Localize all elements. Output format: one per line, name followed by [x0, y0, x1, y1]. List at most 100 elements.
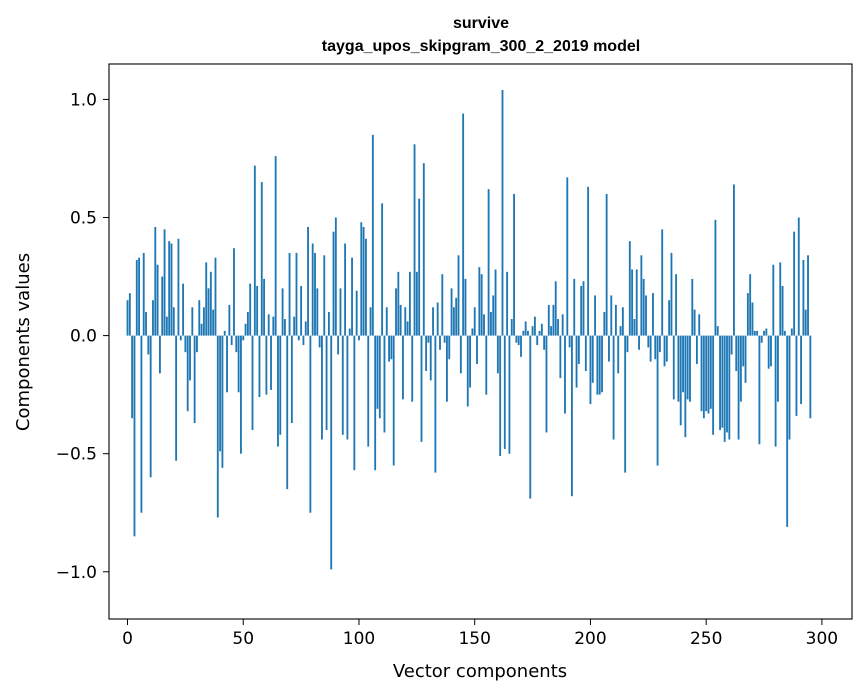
bar-41 [221, 335, 224, 468]
bar-282 [779, 262, 782, 336]
bar-89 [332, 231, 335, 336]
bar-241 [684, 335, 687, 438]
bar-32 [200, 323, 203, 336]
bar-152 [478, 267, 481, 336]
bar-22 [177, 238, 180, 336]
bar-130 [427, 335, 430, 343]
y-tick-label: 0.5 [70, 209, 97, 229]
bar-2 [131, 335, 134, 419]
bar-179 [540, 323, 543, 336]
bar-281 [777, 335, 779, 402]
bar-48 [237, 335, 240, 393]
bar-264 [737, 335, 740, 440]
bar-124 [413, 144, 416, 336]
bar-3 [133, 335, 136, 537]
bar-58 [260, 182, 263, 336]
bar-49 [240, 335, 242, 454]
bar-267 [744, 335, 747, 383]
bar-158 [492, 295, 495, 336]
bar-226 [649, 335, 652, 362]
bar-235 [670, 252, 673, 336]
bar-21 [175, 335, 178, 461]
bar-287 [790, 328, 793, 336]
bar-176 [533, 316, 536, 336]
bar-68 [283, 319, 286, 336]
bar-286 [788, 335, 791, 440]
bar-126 [418, 198, 421, 336]
bar-26 [186, 335, 189, 412]
bar-118 [399, 304, 402, 336]
bar-24 [182, 283, 184, 336]
bar-23 [179, 335, 182, 341]
bar-125 [415, 271, 418, 336]
bar-212 [617, 335, 620, 374]
bar-8 [145, 311, 147, 336]
bar-0 [126, 300, 129, 336]
bar-260 [728, 335, 731, 440]
bar-182 [547, 304, 550, 336]
bar-166 [510, 319, 513, 336]
bar-224 [645, 295, 647, 336]
bar-75 [300, 286, 303, 336]
bar-151 [476, 335, 478, 364]
bar-197 [582, 281, 585, 336]
bar-27 [189, 335, 191, 381]
x-tick-label: 300 [806, 629, 838, 649]
bar-156 [487, 189, 490, 336]
bar-222 [640, 255, 643, 336]
bar-15 [161, 276, 164, 336]
bar-200 [589, 335, 592, 405]
bar-99 [355, 290, 358, 336]
bar-178 [538, 330, 541, 336]
bar-90 [334, 217, 337, 336]
bar-29 [193, 335, 196, 423]
bar-203 [596, 335, 599, 395]
bar-136 [441, 274, 444, 336]
bar-290 [797, 217, 800, 336]
bar-132 [432, 307, 434, 336]
bar-208 [608, 335, 610, 362]
bar-268 [746, 293, 749, 336]
bar-108 [376, 335, 379, 409]
bar-92 [339, 288, 342, 336]
y-axis-label: Components values [13, 253, 34, 431]
bar-31 [198, 300, 201, 336]
x-axis-ticks: 0 50 100 150 200 250 300 [122, 619, 838, 649]
bar-139 [448, 335, 451, 360]
chart-subtitle: tayga_upos_skipgram_300_2_2019 model [322, 38, 640, 55]
bar-231 [661, 229, 664, 336]
bar-204 [598, 335, 601, 395]
bar-253 [712, 335, 715, 435]
bar-172 [524, 321, 527, 336]
bar-191 [568, 335, 571, 348]
bar-4 [135, 260, 138, 336]
bar-6 [140, 335, 143, 513]
bar-78 [307, 226, 309, 336]
bar-96 [348, 328, 351, 336]
bar-44 [228, 304, 231, 336]
bar-66 [279, 335, 282, 435]
bar-278 [770, 335, 772, 367]
x-tick-label: 50 [232, 629, 254, 649]
bar-106 [371, 134, 374, 336]
bar-254 [714, 219, 717, 336]
bar-109 [378, 335, 381, 419]
bar-45 [230, 335, 233, 346]
bar-262 [733, 184, 735, 336]
bar-269 [749, 274, 752, 336]
bar-43 [226, 335, 228, 393]
bar-249 [702, 335, 705, 419]
bar-242 [686, 335, 689, 400]
bar-51 [244, 323, 247, 336]
bar-67 [281, 288, 284, 336]
y-tick-label: 0.0 [70, 327, 97, 347]
bar-122 [408, 271, 411, 336]
bar-194 [575, 335, 578, 388]
bar-248 [700, 335, 703, 412]
bar-14 [159, 335, 161, 374]
bar-33 [202, 307, 205, 336]
bar-258 [723, 335, 726, 442]
bar-168 [515, 335, 518, 343]
bar-131 [429, 335, 432, 381]
bar-251 [707, 335, 710, 414]
